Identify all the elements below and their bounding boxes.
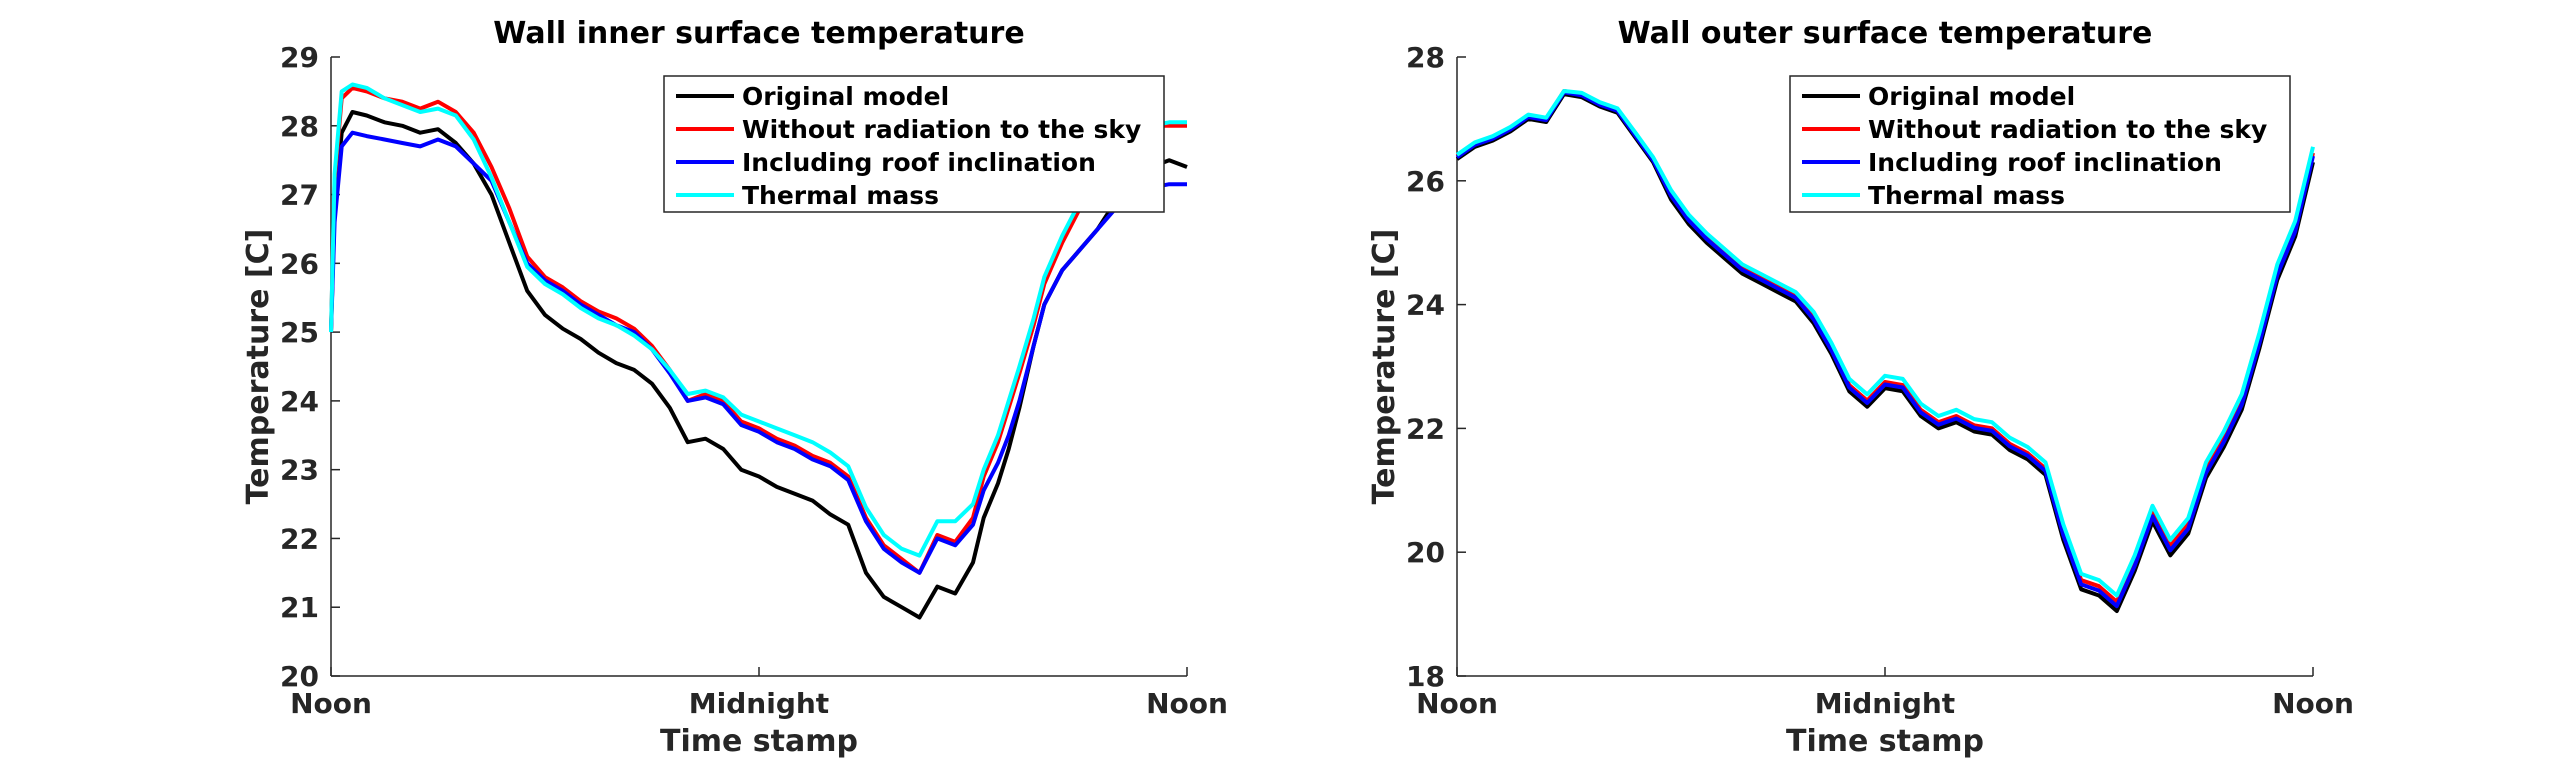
legend: Original model Without radiation to the s… bbox=[663, 75, 1165, 213]
legend: Original model Without radiation to the s… bbox=[1789, 75, 2291, 213]
legend-box bbox=[1789, 75, 2291, 213]
y-tick-label: 28 bbox=[1406, 41, 1445, 74]
y-tick-label: 22 bbox=[1406, 412, 1445, 445]
y-tick-label: 24 bbox=[280, 385, 319, 418]
legend-label: Including roof inclination bbox=[1868, 148, 2222, 177]
x-axis-label: Time stamp bbox=[660, 724, 858, 759]
y-axis-label: Temperature [C] bbox=[1367, 229, 1402, 505]
series-line-3 bbox=[329, 130, 1187, 575]
y-tick-label: 20 bbox=[280, 660, 319, 693]
chart-title: Wall outer surface temperature bbox=[1618, 16, 2153, 51]
y-tick-label: 21 bbox=[280, 591, 319, 624]
chart-panel-1: Wall inner surface temperature 20 21 22 23 24… bbox=[241, 16, 1228, 759]
legend-label: Without radiation to the sky bbox=[1868, 115, 2267, 144]
y-tick-label: 27 bbox=[280, 179, 319, 212]
legend-label: Original model bbox=[1868, 82, 2075, 111]
y-tick-label: 26 bbox=[1406, 165, 1445, 198]
y-axis-label: Temperature [C] bbox=[241, 229, 276, 505]
chart-panel-2: Wall outer surface temperature 18 20 22 24 26… bbox=[1367, 16, 2354, 759]
series-line-4 bbox=[1455, 89, 2315, 598]
y-tick-label: 20 bbox=[1406, 536, 1445, 569]
legend-box bbox=[663, 75, 1165, 213]
chart-title: Wall inner surface temperature bbox=[493, 16, 1024, 51]
series-line-4 bbox=[329, 82, 1187, 558]
legend-label: Thermal mass bbox=[1868, 181, 2065, 210]
legend-label: Original model bbox=[742, 82, 949, 111]
x-tick-label: Noon bbox=[1416, 687, 1498, 720]
x-axis-label: Time stamp bbox=[1786, 724, 1984, 759]
y-tick-label: 18 bbox=[1406, 660, 1445, 693]
legend-label: Without radiation to the sky bbox=[742, 115, 1141, 144]
x-tick-label: Noon bbox=[1146, 687, 1228, 720]
y-tick-label: 25 bbox=[280, 316, 319, 349]
y-tick-label: 26 bbox=[280, 247, 319, 280]
y-tick-label: 28 bbox=[280, 110, 319, 143]
legend-label: Including roof inclination bbox=[742, 148, 1096, 177]
x-tick-label: Noon bbox=[290, 687, 372, 720]
x-tick-label: Midnight bbox=[689, 687, 829, 720]
y-tick-label: 23 bbox=[280, 454, 319, 487]
legend-label: Thermal mass bbox=[742, 181, 939, 210]
x-tick-label: Midnight bbox=[1815, 687, 1955, 720]
series-line-3 bbox=[1455, 90, 2315, 609]
y-tick-label: 22 bbox=[280, 522, 319, 555]
y-tick-label: 29 bbox=[280, 41, 319, 74]
y-tick-label: 24 bbox=[1406, 289, 1445, 322]
x-tick-label: Noon bbox=[2272, 687, 2354, 720]
